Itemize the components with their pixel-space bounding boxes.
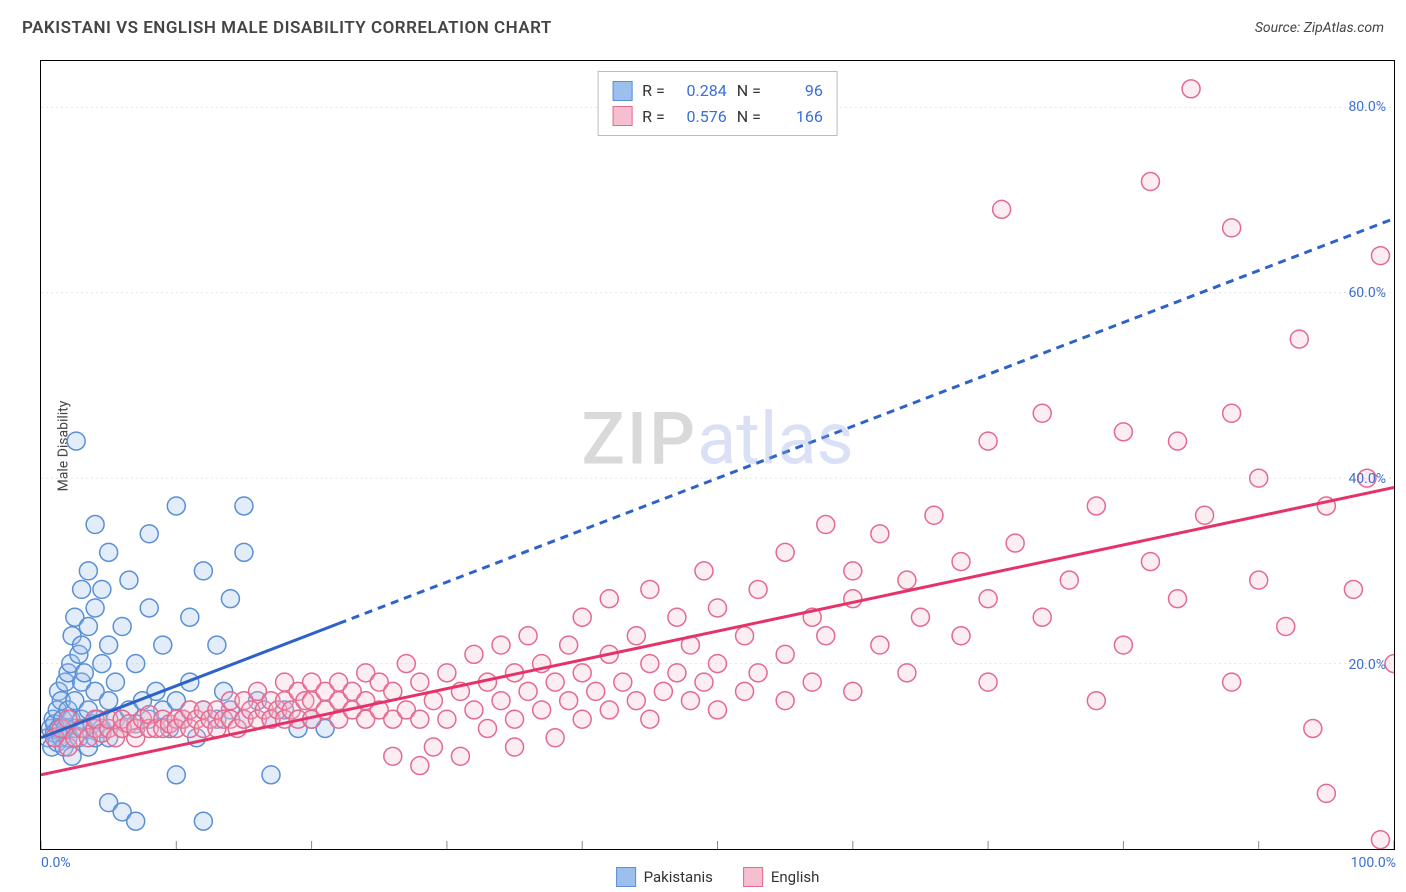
- y-tick-label: 40.0%: [1348, 471, 1386, 487]
- legend-label-pakistanis: Pakistanis: [644, 868, 713, 886]
- chart-header: PAKISTANI VS ENGLISH MALE DISABILITY COR…: [22, 18, 1384, 38]
- n-value-english: 166: [771, 104, 823, 130]
- n-label: N =: [737, 78, 761, 104]
- chart-area: ZIPatlas R = 0.284 N = 96 R = 0.576 N = …: [40, 60, 1395, 850]
- legend-item-pakistanis: Pakistanis: [616, 867, 713, 887]
- scatter-plot-svg: [41, 61, 1394, 849]
- legend-row-english: R = 0.576 N = 166: [612, 104, 823, 130]
- correlation-legend: R = 0.284 N = 96 R = 0.576 N = 166: [597, 71, 838, 136]
- legend-item-english: English: [743, 867, 820, 887]
- swatch-pakistanis: [612, 81, 632, 101]
- chart-title: PAKISTANI VS ENGLISH MALE DISABILITY COR…: [22, 18, 552, 38]
- source-name: ZipAtlas.com: [1304, 20, 1384, 36]
- swatch-pakistanis-icon: [616, 867, 636, 887]
- r-label: R =: [642, 78, 665, 104]
- r-label: R =: [642, 104, 665, 130]
- swatch-english: [612, 106, 632, 126]
- x-tick-label: 100.0%: [1351, 855, 1396, 871]
- source-attribution: Source: ZipAtlas.com: [1255, 20, 1384, 36]
- x-tick-label: 0.0%: [41, 855, 71, 871]
- source-label: Source:: [1255, 20, 1300, 36]
- r-value-pakistanis: 0.284: [675, 78, 727, 104]
- n-label: N =: [737, 104, 761, 130]
- legend-label-english: English: [771, 868, 820, 886]
- legend-row-pakistanis: R = 0.284 N = 96: [612, 78, 823, 104]
- swatch-english-icon: [743, 867, 763, 887]
- y-tick-label: 60.0%: [1348, 285, 1386, 301]
- y-tick-label: 20.0%: [1348, 657, 1386, 673]
- y-tick-label: 80.0%: [1348, 99, 1386, 115]
- n-value-pakistanis: 96: [771, 78, 823, 104]
- r-value-english: 0.576: [675, 104, 727, 130]
- series-legend: Pakistanis English: [616, 867, 820, 887]
